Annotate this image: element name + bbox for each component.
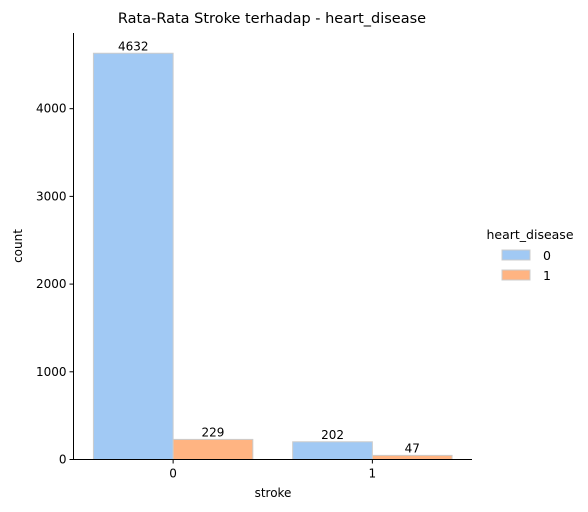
legend-label: 1 <box>543 268 551 283</box>
x-tick-label: 0 <box>169 467 177 481</box>
legend-title: heart_disease <box>486 227 573 242</box>
bar-data-label: 4632 <box>118 39 149 53</box>
legend-label: 0 <box>543 248 551 263</box>
y-tick-label: 2000 <box>36 277 67 291</box>
y-tick-label: 4000 <box>36 102 67 116</box>
bar <box>92 52 174 461</box>
plot-area: 0 1000 2000 3000 4000 0 4632 229 1 202 47 <box>36 39 453 481</box>
y-tick-label: 3000 <box>36 189 67 203</box>
y-tick-label: 0 <box>59 453 67 467</box>
bar-data-label: 229 <box>202 425 225 439</box>
x-tick-label: 1 <box>369 467 377 481</box>
bar-data-label: 47 <box>405 441 420 455</box>
y-axis-label: count <box>11 229 25 263</box>
bar-data-label: 202 <box>321 428 344 442</box>
chart-title: Rata-Rata Stroke terhadap - heart_diseas… <box>118 11 426 27</box>
legend: heart_disease 0 1 <box>486 227 573 283</box>
legend-swatch <box>501 249 531 261</box>
bar <box>172 438 254 460</box>
y-tick-label: 1000 <box>36 365 67 379</box>
bar <box>371 454 453 461</box>
bar <box>292 441 373 460</box>
legend-swatch <box>501 269 531 281</box>
x-axis-label: stroke <box>255 486 292 500</box>
